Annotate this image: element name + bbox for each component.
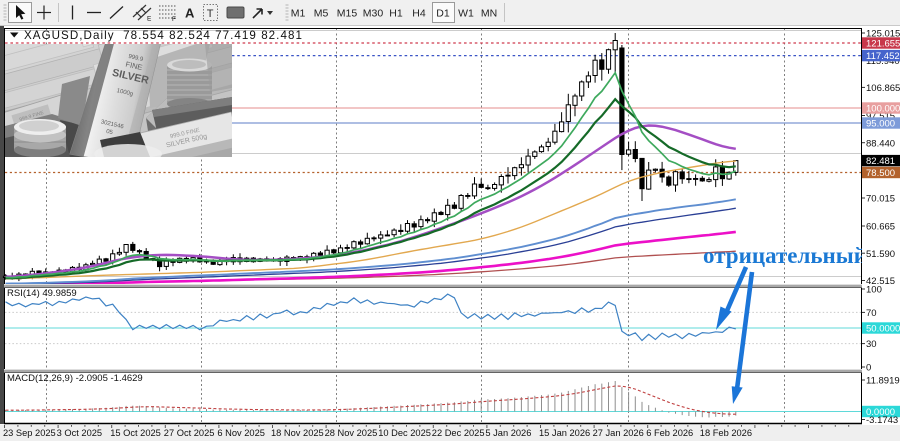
svg-text:W1: W1	[458, 8, 474, 20]
svg-text:60.665: 60.665	[866, 222, 895, 233]
svg-text:23 Sep 2025: 23 Sep 2025	[3, 428, 56, 438]
svg-text:5 Jan 2026: 5 Jan 2026	[485, 428, 531, 438]
svg-text:15 Oct 2025: 15 Oct 2025	[110, 428, 161, 438]
svg-text:22 Dec 2025: 22 Dec 2025	[432, 428, 485, 438]
svg-text:-3.1743: -3.1743	[866, 415, 898, 426]
svg-text:28 Nov 2025: 28 Nov 2025	[325, 428, 378, 438]
svg-text:F: F	[172, 16, 176, 23]
svg-text:RSI(14) 49.9859: RSI(14) 49.9859	[7, 288, 77, 299]
svg-text:78.500: 78.500	[866, 168, 895, 179]
svg-text:88.440: 88.440	[866, 138, 895, 149]
svg-text:106.865: 106.865	[866, 83, 900, 94]
svg-text:70.015: 70.015	[866, 194, 895, 205]
svg-text:42.515: 42.515	[866, 276, 895, 287]
svg-text:H1: H1	[389, 8, 403, 20]
svg-text:D1: D1	[436, 8, 450, 20]
svg-text:E: E	[147, 16, 152, 23]
svg-text:51.590: 51.590	[866, 249, 895, 260]
svg-text:10 Dec 2025: 10 Dec 2025	[378, 428, 431, 438]
svg-text:M15: M15	[337, 8, 358, 20]
svg-text:18 Nov 2025: 18 Nov 2025	[271, 428, 324, 438]
svg-text:15 Jan 2026: 15 Jan 2026	[539, 428, 590, 438]
svg-text:FINE: FINE	[125, 59, 144, 72]
svg-text:100.000: 100.000	[866, 104, 900, 115]
svg-text:30: 30	[866, 339, 877, 350]
svg-text:95.000: 95.000	[866, 119, 895, 130]
svg-text:50.0000: 50.0000	[866, 324, 900, 335]
svg-text:117.452: 117.452	[866, 51, 900, 62]
svg-text:18 Feb 2026: 18 Feb 2026	[700, 428, 752, 438]
svg-text:T: T	[207, 8, 214, 20]
svg-text:0: 0	[866, 363, 871, 374]
svg-text:MN: MN	[481, 8, 497, 20]
svg-text:0.0000: 0.0000	[866, 407, 895, 418]
svg-text:H4: H4	[412, 8, 426, 20]
svg-text:6 Nov 2025: 6 Nov 2025	[217, 428, 265, 438]
svg-text:27 Oct 2025: 27 Oct 2025	[164, 428, 215, 438]
svg-text:M5: M5	[314, 8, 329, 20]
svg-text:A: A	[185, 6, 195, 21]
svg-text:05: 05	[105, 129, 113, 136]
svg-text:100: 100	[866, 285, 882, 296]
svg-text:999.9: 999.9	[128, 54, 145, 63]
svg-text:M1: M1	[291, 8, 306, 20]
svg-text:3 Oct 2025: 3 Oct 2025	[57, 428, 102, 438]
svg-text:27 Jan 2026: 27 Jan 2026	[593, 428, 644, 438]
svg-text:3021546: 3021546	[100, 119, 125, 130]
svg-text:82.481: 82.481	[866, 156, 895, 167]
svg-text:121.655: 121.655	[866, 39, 900, 50]
svg-text:XAGUSD,Daily 78.554 82.524 77: XAGUSD,Daily 78.554 82.524 77.419 82.481	[24, 29, 303, 42]
svg-text:1000g: 1000g	[116, 88, 134, 98]
svg-text:MACD(12,26,9) -2.0905 -1.4629: MACD(12,26,9) -2.0905 -1.4629	[7, 373, 143, 384]
svg-text:97.515: 97.515	[866, 111, 895, 122]
svg-text:70: 70	[866, 308, 877, 319]
svg-text:M30: M30	[363, 8, 384, 20]
svg-text:6 Feb 2026: 6 Feb 2026	[646, 428, 693, 438]
svg-text:125.015: 125.015	[866, 29, 900, 40]
svg-text:11.8919: 11.8919	[866, 376, 900, 387]
svg-text:отрицательный: отрицательный	[703, 243, 867, 268]
